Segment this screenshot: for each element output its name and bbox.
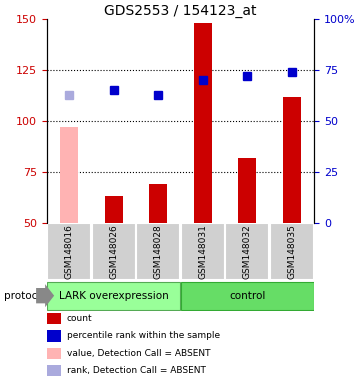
Bar xyxy=(47,223,91,280)
Bar xyxy=(181,282,314,310)
Text: GSM148031: GSM148031 xyxy=(198,224,207,279)
Text: GSM148035: GSM148035 xyxy=(287,224,296,279)
Bar xyxy=(149,184,167,223)
Bar xyxy=(283,96,301,223)
Bar xyxy=(92,223,135,280)
Text: GSM148032: GSM148032 xyxy=(243,224,252,279)
Text: protocol: protocol xyxy=(4,291,46,301)
Bar xyxy=(136,223,180,280)
Bar xyxy=(238,157,256,223)
Bar xyxy=(105,196,123,223)
Title: GDS2553 / 154123_at: GDS2553 / 154123_at xyxy=(104,4,257,18)
Bar xyxy=(270,223,314,280)
Text: control: control xyxy=(229,291,265,301)
Text: count: count xyxy=(67,314,92,323)
Text: GSM148026: GSM148026 xyxy=(109,224,118,279)
Text: value, Detection Call = ABSENT: value, Detection Call = ABSENT xyxy=(67,349,210,358)
Bar xyxy=(47,282,180,310)
Bar xyxy=(194,23,212,223)
Text: percentile rank within the sample: percentile rank within the sample xyxy=(67,331,220,341)
Bar xyxy=(226,223,269,280)
Bar xyxy=(181,223,225,280)
Text: rank, Detection Call = ABSENT: rank, Detection Call = ABSENT xyxy=(67,366,206,375)
Text: GSM148016: GSM148016 xyxy=(65,224,74,279)
Text: GSM148028: GSM148028 xyxy=(154,224,163,279)
Bar xyxy=(60,127,78,223)
Text: LARK overexpression: LARK overexpression xyxy=(59,291,169,301)
